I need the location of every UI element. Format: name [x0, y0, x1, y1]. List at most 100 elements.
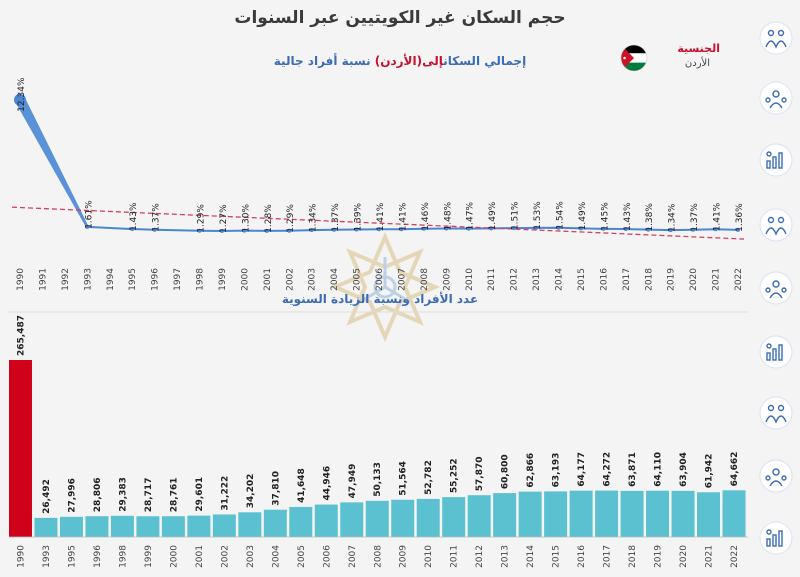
line-x-tick-label: 1996 — [151, 268, 161, 291]
charts-area: 1990 1991 1992 1993 1994 1995 1996 1997 1998 1999… — [8, 77, 748, 568]
bar-data-label: 28,806 — [93, 477, 103, 512]
bar[interactable] — [85, 516, 109, 537]
line-point[interactable] — [556, 225, 561, 230]
line-data-label: 1.29% — [197, 204, 207, 233]
line-point[interactable] — [85, 224, 90, 229]
line-point[interactable] — [287, 228, 292, 233]
bar[interactable] — [595, 490, 619, 537]
bar[interactable] — [340, 502, 364, 537]
bar[interactable] — [187, 515, 211, 537]
jordan-flag-icon[interactable] — [620, 44, 648, 72]
line-point[interactable] — [578, 226, 583, 231]
line-x-tick-label: 2007 — [397, 268, 407, 291]
line-x-tick-label: 2012 — [510, 268, 520, 291]
home-check-icon[interactable] — [759, 521, 793, 555]
line-point[interactable] — [219, 228, 224, 233]
bar[interactable] — [314, 504, 338, 537]
line-point[interactable] — [377, 227, 381, 232]
line-point[interactable] — [309, 228, 314, 233]
bar[interactable] — [722, 490, 746, 537]
line-x-tick-label: 2022 — [734, 268, 744, 291]
page-title: حجم السكان غير الكويتيين عبر السنوات — [234, 8, 566, 28]
line-point[interactable] — [399, 227, 404, 232]
line-point[interactable] — [152, 227, 157, 232]
line-point[interactable] — [601, 226, 606, 231]
bar[interactable] — [161, 516, 185, 537]
line-point[interactable] — [466, 226, 471, 231]
line-data-label: 1.47% — [466, 202, 476, 231]
bar-data-label: 28,761 — [169, 477, 179, 512]
line-point[interactable] — [736, 227, 740, 232]
line-x-tick-label: 2000 — [240, 268, 250, 291]
family-group-icon[interactable] — [759, 335, 793, 369]
line-data-label: 1.49% — [578, 201, 588, 230]
line-point[interactable] — [534, 225, 539, 230]
family-icon[interactable] — [759, 21, 793, 55]
line-point[interactable] — [691, 227, 696, 232]
line-point[interactable] — [623, 227, 628, 232]
line-point[interactable] — [421, 226, 426, 231]
line-point[interactable] — [511, 226, 516, 231]
line-x-tick-label: 2011 — [487, 268, 497, 291]
line-point[interactable] — [646, 227, 651, 232]
nationality-filter-value[interactable]: الأردن — [684, 58, 710, 69]
people-circle-icon[interactable] — [759, 271, 793, 305]
crowd-icon[interactable] — [759, 396, 793, 430]
bar[interactable] — [569, 490, 593, 537]
line-point[interactable] — [14, 93, 26, 106]
bar[interactable] — [416, 498, 440, 537]
bar[interactable] — [671, 490, 695, 537]
line-x-tick-label: 2001 — [263, 268, 273, 291]
bar-data-label: 41,648 — [297, 468, 307, 503]
bar[interactable] — [136, 516, 160, 537]
bar[interactable] — [467, 495, 491, 537]
bar[interactable] — [544, 491, 568, 537]
bar-data-label: 29,601 — [195, 477, 205, 512]
bar-data-label: 63,193 — [552, 453, 562, 488]
bar[interactable] — [493, 493, 517, 537]
home-family-icon[interactable] — [759, 459, 793, 493]
bar-x-tick-label: 2019 — [654, 545, 664, 568]
line-point[interactable] — [332, 227, 337, 232]
bar[interactable] — [646, 490, 670, 537]
population-bars-icon[interactable] — [759, 208, 793, 242]
bar[interactable] — [620, 490, 644, 537]
line-point[interactable] — [713, 227, 718, 232]
bar-x-tick-label: 2022 — [730, 545, 740, 568]
bar[interactable] — [391, 499, 415, 537]
line-data-label: 1.30% — [241, 204, 251, 233]
line-point[interactable] — [489, 226, 494, 231]
line-point[interactable] — [197, 228, 202, 233]
line-point[interactable] — [130, 227, 135, 232]
bar[interactable] — [9, 360, 32, 537]
bar-data-label: 27,996 — [67, 478, 77, 513]
bar[interactable] — [697, 492, 721, 537]
line-data-label: 1.37% — [690, 203, 700, 232]
bar[interactable] — [212, 514, 236, 537]
bar[interactable] — [365, 500, 389, 537]
line-point[interactable] — [242, 228, 247, 233]
line-chart-subtitle: إجمالي السكانإلى(الأردن) نسبة أفراد جالي… — [150, 54, 650, 68]
bar[interactable] — [289, 506, 313, 537]
bar-x-tick-label: 2012 — [475, 545, 485, 568]
line-point[interactable] — [264, 228, 269, 233]
line-point[interactable] — [354, 227, 359, 232]
line-point[interactable] — [668, 228, 673, 233]
bar[interactable] — [59, 516, 83, 537]
line-point[interactable] — [444, 226, 449, 231]
bar[interactable] — [110, 515, 134, 537]
bar[interactable] — [442, 497, 466, 537]
group-growth-icon[interactable] — [759, 143, 793, 177]
bar[interactable] — [263, 509, 287, 537]
bar-data-label: 51,564 — [399, 461, 409, 496]
people-network-icon[interactable] — [759, 81, 793, 115]
bar-chart: 265,487 1990 26,492 1993 27,996 1995 28,806 199… — [9, 315, 748, 568]
bar[interactable] — [34, 517, 58, 537]
bar[interactable] — [238, 512, 262, 537]
bar[interactable] — [518, 491, 542, 537]
line-x-tick-label: 1990 — [16, 268, 26, 291]
bar-data-label: 31,222 — [220, 476, 230, 511]
bar-data-label: 57,870 — [475, 456, 485, 491]
line-x-tick-label: 2014 — [555, 268, 565, 291]
line-data-label: 1.29% — [286, 204, 296, 233]
